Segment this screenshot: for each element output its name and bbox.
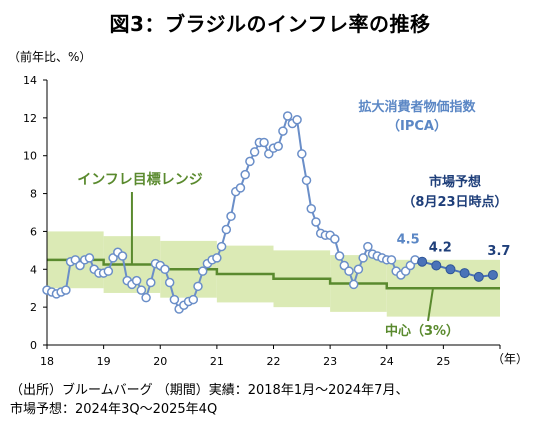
x-tick-label: 23 bbox=[323, 355, 337, 368]
ipca-actual-point bbox=[297, 149, 307, 159]
ipca-actual-point bbox=[386, 255, 397, 265]
x-axis-label: （年） bbox=[492, 352, 528, 366]
ipca-actual-point bbox=[212, 253, 222, 263]
y-tick-label: 14 bbox=[23, 74, 37, 87]
ipca-actual-point bbox=[193, 281, 203, 292]
ipca-actual-point bbox=[136, 285, 147, 295]
ipca-actual-point bbox=[334, 251, 345, 261]
ipca-actual-point bbox=[117, 251, 128, 261]
ipca-actual-point bbox=[259, 137, 269, 148]
x-tick-label: 25 bbox=[436, 355, 450, 368]
x-tick-label: 19 bbox=[97, 355, 111, 368]
ipca-actual-point bbox=[306, 203, 316, 214]
center-pointer bbox=[427, 288, 434, 322]
ipca-actual-point bbox=[240, 169, 250, 180]
ipca-actual-point bbox=[358, 253, 368, 263]
forecast-label-line2: （8月23日時点） bbox=[402, 194, 507, 210]
ipca-actual-point bbox=[216, 241, 227, 252]
y-tick-label: 12 bbox=[23, 112, 37, 125]
ipca-actual-point bbox=[249, 147, 260, 157]
ipca-actual-point bbox=[353, 264, 364, 275]
ipca-actual-point bbox=[131, 275, 142, 286]
forecast-point bbox=[417, 256, 428, 267]
ipca-actual-point bbox=[344, 266, 354, 276]
chart-title: 図3：ブラジルのインフレ率の推移 bbox=[109, 12, 431, 36]
ipca-label-line1: 拡大消費者物価指数 bbox=[358, 99, 476, 115]
ipca-actual-point bbox=[160, 264, 170, 275]
ipca-actual-point bbox=[197, 266, 208, 276]
ipca-actual-point bbox=[221, 224, 232, 235]
ipca-actual-point bbox=[311, 217, 321, 227]
y-axis-label: （前年比、%） bbox=[8, 49, 91, 64]
y-tick-label: 2 bbox=[30, 301, 37, 314]
target-range-label: インフレ目標レンジ bbox=[77, 171, 203, 188]
labels-layer: 拡大消費者物価指数 （IPCA） インフレ目標レンジ 市場予想 （8月23日時点） 4.5… bbox=[77, 99, 510, 339]
ipca-actual-point bbox=[169, 294, 180, 305]
ipca-actual-point bbox=[363, 241, 373, 252]
ipca-label-line2: （IPCA） bbox=[387, 118, 447, 134]
y-tick-label: 0 bbox=[30, 339, 37, 352]
center-label: 中心（3%） bbox=[385, 323, 459, 339]
ipca-actual-point bbox=[273, 141, 283, 151]
x-tick-label: 18 bbox=[40, 355, 54, 368]
value-label-last: 3.7 bbox=[487, 244, 510, 259]
ipca-actual-point bbox=[330, 234, 340, 244]
ipca-actual-point bbox=[292, 115, 302, 125]
ipca-actual-point bbox=[188, 294, 199, 305]
y-tick-label: 8 bbox=[30, 188, 37, 201]
ipca-actual-point bbox=[282, 111, 293, 121]
forecast-point bbox=[487, 269, 498, 280]
ipca-actual-point bbox=[226, 211, 236, 222]
y-tick-label: 10 bbox=[23, 150, 37, 163]
x-tick-label: 22 bbox=[267, 355, 281, 368]
ipca-actual-point bbox=[348, 279, 359, 290]
x-tick-label: 24 bbox=[380, 355, 394, 368]
value-label-second: 4.2 bbox=[429, 241, 452, 256]
ipca-actual-point bbox=[235, 183, 246, 193]
ipca-actual-point bbox=[301, 175, 312, 186]
forecast-point bbox=[431, 260, 442, 271]
forecast-label-line1: 市場予想 bbox=[429, 174, 481, 190]
ipca-actual-point bbox=[84, 253, 95, 263]
ipca-actual-point bbox=[61, 285, 71, 295]
ipca-actual-point bbox=[141, 292, 151, 303]
forecast-point bbox=[473, 271, 484, 282]
value-label-first: 4.5 bbox=[397, 233, 420, 248]
ipca-actual-point bbox=[245, 156, 255, 167]
x-tick-label: 20 bbox=[153, 355, 167, 368]
x-tick-label: 21 bbox=[210, 355, 224, 368]
target-center-line bbox=[47, 258, 500, 290]
ipca-actual-point bbox=[164, 277, 175, 288]
target-center-layer bbox=[47, 258, 500, 290]
series-layer bbox=[42, 111, 498, 314]
forecast-point bbox=[445, 264, 456, 275]
y-tick-label: 4 bbox=[30, 263, 37, 276]
forecast-point bbox=[459, 268, 470, 279]
ipca-actual-point bbox=[278, 126, 288, 136]
ipca-actual-point bbox=[103, 266, 114, 276]
y-tick-label: 6 bbox=[30, 225, 37, 238]
ipca-actual-point bbox=[146, 277, 156, 288]
source-note-line1: （出所）ブルームバーグ （期間）実績：2018年1月～2024年7月、 bbox=[10, 383, 409, 398]
source-note-line2: 市場予想：2024年3Q～2025年4Q bbox=[10, 402, 218, 417]
